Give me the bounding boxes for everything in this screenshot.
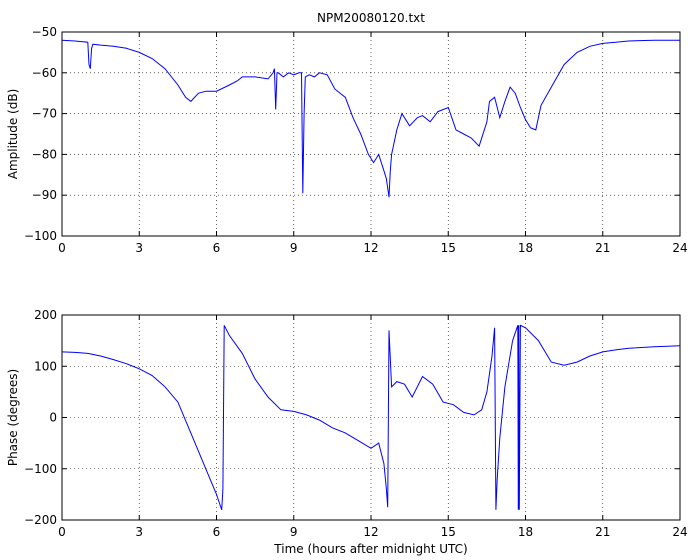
chart-panel-1: 0 3 6 9 12 15 18 21 24 200 100 0 −100 −200 Time (hours… bbox=[6, 308, 688, 556]
x-tick-label: 15 bbox=[441, 525, 456, 539]
x-tick-label: 24 bbox=[672, 525, 687, 539]
x-tick-label: 0 bbox=[58, 525, 66, 539]
y-tick-label: −100 bbox=[24, 229, 57, 243]
x-tick-label: 3 bbox=[135, 525, 143, 539]
y-tick-label: −60 bbox=[32, 66, 57, 80]
chart-panel-0: 0 3 6 9 12 15 18 21 24 −50 −60 −70 −80 −90 −100 NPM2008… bbox=[6, 11, 688, 255]
y-tick-label: −90 bbox=[32, 188, 57, 202]
x-tick-label: 15 bbox=[441, 241, 456, 255]
x-tick-label: 0 bbox=[58, 241, 66, 255]
x-tick-label: 21 bbox=[595, 525, 610, 539]
y-tick-label: 0 bbox=[49, 411, 57, 425]
y-tick-label: −80 bbox=[32, 147, 57, 161]
x-tick-label: 24 bbox=[672, 241, 687, 255]
y-tick-label: 200 bbox=[34, 308, 57, 322]
plot-frame bbox=[61, 31, 681, 237]
x-tick-label: 21 bbox=[595, 241, 610, 255]
chart-title: NPM20080120.txt bbox=[317, 11, 425, 25]
x-tick-label: 12 bbox=[363, 241, 378, 255]
panels: 0 3 6 9 12 15 18 21 24 −50 −60 −70 −80 −90 −100 NPM2008… bbox=[6, 11, 688, 556]
x-tick-label: 18 bbox=[518, 525, 533, 539]
x-tick-label: 3 bbox=[135, 241, 143, 255]
x-tick-label: 9 bbox=[290, 525, 298, 539]
x-tick-label: 6 bbox=[213, 241, 221, 255]
y-tick-label: −200 bbox=[24, 513, 57, 527]
y-axis-label: Phase (degrees) bbox=[6, 369, 20, 466]
y-axis-label: Amplitude (dB) bbox=[6, 89, 20, 180]
x-tick-label: 12 bbox=[363, 525, 378, 539]
y-tick-label: −50 bbox=[32, 25, 57, 39]
x-axis-label: Time (hours after midnight UTC) bbox=[273, 542, 467, 556]
plot-frame bbox=[61, 314, 681, 521]
series-line-0 bbox=[61, 324, 681, 510]
y-tick-label: −70 bbox=[32, 107, 57, 121]
y-tick-label: −100 bbox=[24, 462, 57, 476]
x-tick-label: 9 bbox=[290, 241, 298, 255]
series-line-0 bbox=[61, 39, 680, 198]
y-tick-label: 100 bbox=[34, 359, 57, 373]
x-tick-label: 18 bbox=[518, 241, 533, 255]
x-tick-label: 6 bbox=[213, 525, 221, 539]
